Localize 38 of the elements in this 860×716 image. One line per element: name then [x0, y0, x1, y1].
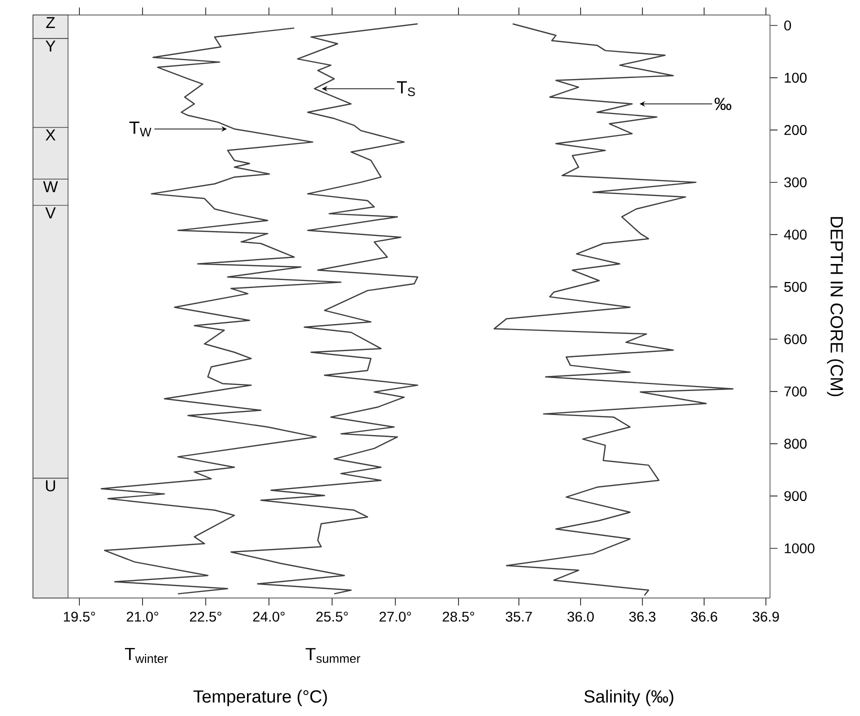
x-tick-label: 35.7 — [506, 612, 532, 622]
y-tick-label: 300 — [784, 177, 807, 188]
x-tick-label: 22.5° — [190, 612, 222, 622]
x-tick-label: 36.0 — [567, 612, 594, 622]
series-label: T$_{W}$ — [129, 122, 152, 136]
x-tick-label: 36.3 — [629, 612, 656, 622]
y-tick-label: 0 — [784, 20, 791, 30]
band-label: U — [46, 480, 56, 492]
x-tick-label: 24.0° — [253, 612, 285, 622]
band-label: Z — [46, 17, 55, 28]
y-tick-label: 700 — [784, 386, 807, 396]
text: T$_{winter}$ — [124, 648, 168, 664]
y-tick-label: 100 — [784, 72, 807, 83]
y-tick-label: 800 — [784, 438, 807, 449]
x-tick-label: 36.6 — [690, 612, 718, 622]
x-axis-title: Temperature (°C) — [193, 690, 327, 706]
band-label: V — [45, 207, 56, 218]
x-tick-label: 28.5° — [442, 612, 474, 622]
y-tick-label: 1000 — [784, 543, 814, 554]
y-axis-title: DEPTH IN CORE (CM) — [827, 217, 844, 396]
band-label: W — [43, 181, 58, 192]
text: T$_{summer}$ — [306, 648, 360, 663]
x-axis-title: Salinity (‰) — [584, 690, 674, 706]
line-series — [494, 23, 734, 596]
y-tick-label: 200 — [784, 125, 807, 136]
y-tick-label: 500 — [784, 282, 807, 292]
band-label: X — [46, 130, 56, 140]
x-tick-label: 25.5° — [316, 612, 348, 622]
x-tick-label: 36.9 — [752, 612, 779, 622]
x-tick-label: 21.0° — [126, 612, 158, 622]
band-label: Y — [46, 40, 56, 52]
text: ‰ — [714, 98, 732, 110]
x-tick-label: 19.5° — [64, 612, 95, 622]
x-tick-label: 27.0° — [380, 612, 411, 622]
y-tick-label: 600 — [784, 334, 807, 344]
text: T$_{S}$ — [396, 81, 415, 96]
y-tick-label: 400 — [784, 230, 807, 240]
y-tick-label: 900 — [784, 491, 807, 502]
